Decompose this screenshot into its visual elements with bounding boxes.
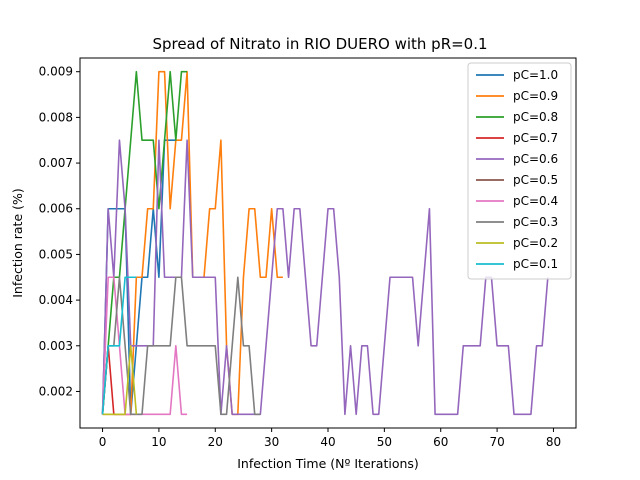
legend-label: pC=0.9 (513, 89, 558, 103)
legend-label: pC=0.5 (513, 173, 558, 187)
legend-label: pC=0.3 (513, 215, 558, 229)
plot-frame (79, 57, 577, 429)
y-tick-label: 0.005 (39, 247, 73, 261)
x-axis-ticks: 0 10 20 30 40 50 60 70 80 (99, 428, 561, 449)
x-tick-label: 10 (151, 435, 166, 449)
y-tick-label: 0.008 (39, 110, 73, 124)
legend: pC=1.0 pC=0.9 pC=0.8 pC=0.7 pC=0.6 pC=0.5 pC=0… (467, 62, 572, 280)
chart-title: Spread of Nitrato in RIO DUERO with pR=0… (152, 35, 487, 53)
y-tick-label: 0.004 (39, 293, 73, 307)
x-tick-label: 70 (489, 435, 504, 449)
legend-label: pC=0.2 (513, 236, 558, 250)
legend-label: pC=1.0 (513, 68, 558, 82)
y-axis-label: Infection rate (%) (10, 188, 25, 298)
series-line-pc-1-0 (101, 139, 176, 416)
x-tick-label: 20 (208, 435, 223, 449)
x-tick-label: 40 (320, 435, 335, 449)
y-tick-label: 0.007 (39, 156, 73, 170)
series-line-pc-0-1 (101, 276, 137, 415)
legend-label: pC=0.1 (513, 257, 558, 271)
legend-label: pC=0.6 (513, 152, 558, 166)
y-tick-label: 0.009 (39, 65, 73, 79)
y-tick-label: 0.006 (39, 202, 73, 216)
y-axis-ticks: 0.002 0.003 0.004 0.005 0.006 0.007 0.008 0.009 (39, 65, 80, 398)
series-line-pc-0-3 (101, 276, 261, 416)
legend-label: pC=0.7 (513, 131, 558, 145)
legend-label: pC=0.8 (513, 110, 558, 124)
x-tick-label: 50 (377, 435, 392, 449)
series-line-pc-0-2 (102, 344, 138, 416)
x-tick-label: 60 (433, 435, 448, 449)
legend-label: pC=0.4 (513, 194, 558, 208)
x-tick-label: 30 (264, 435, 279, 449)
plot-lines (101, 70, 549, 416)
x-tick-label: 0 (99, 435, 107, 449)
y-tick-label: 0.003 (39, 339, 73, 353)
x-tick-label: 80 (546, 435, 561, 449)
y-tick-label: 0.002 (39, 384, 73, 398)
x-axis-label: Infection Time (Nº Iterations) (237, 456, 419, 471)
series-line-pc-0-8 (101, 70, 188, 415)
